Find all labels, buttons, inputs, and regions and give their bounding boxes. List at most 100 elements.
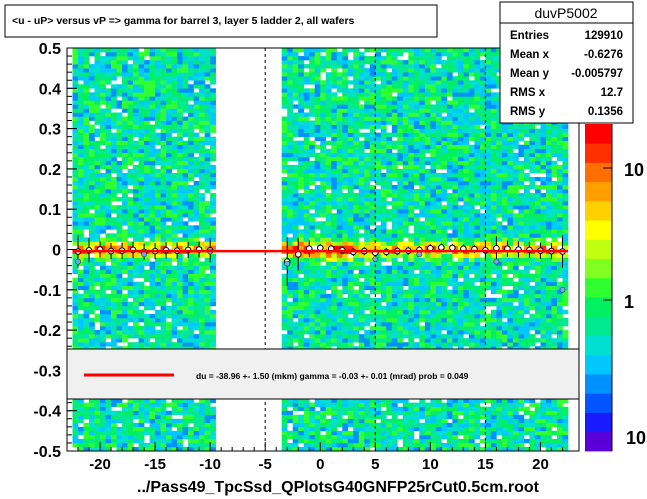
heatmap-cell xyxy=(386,418,393,424)
heatmap-cell xyxy=(155,434,161,440)
heatmap-cell xyxy=(204,116,211,121)
heatmap-cell xyxy=(424,213,431,218)
heatmap-cell xyxy=(375,245,382,250)
heatmap-cell xyxy=(155,330,161,335)
heatmap-cell xyxy=(292,237,299,242)
heatmap-cell xyxy=(386,209,393,214)
heatmap-cell xyxy=(89,402,95,407)
heatmap-cell xyxy=(325,205,332,210)
heatmap-cell xyxy=(182,104,189,109)
heatmap-cell xyxy=(320,402,327,407)
heatmap-cell xyxy=(166,76,172,81)
heatmap-cell xyxy=(347,213,354,218)
heatmap-cell xyxy=(182,64,189,69)
heatmap-cell xyxy=(413,225,420,230)
heatmap-cell xyxy=(325,48,332,53)
heatmap-cell xyxy=(155,253,161,258)
heatmap-cell xyxy=(210,225,216,230)
heatmap-cell xyxy=(204,229,211,234)
heatmap-cell xyxy=(347,233,354,238)
heatmap-cell xyxy=(314,68,321,73)
heatmap-cell xyxy=(380,136,387,141)
heatmap-cell xyxy=(144,180,150,186)
heatmap-cell xyxy=(116,104,123,109)
heatmap-cell xyxy=(171,245,178,250)
heatmap-cell xyxy=(320,273,327,279)
heatmap-cell xyxy=(314,112,321,117)
heatmap-cell xyxy=(111,64,117,69)
heatmap-cell xyxy=(89,305,95,311)
heatmap-cell xyxy=(342,309,349,315)
heatmap-cell xyxy=(342,229,349,234)
heatmap-cell xyxy=(116,309,123,315)
heatmap-cell xyxy=(72,185,79,190)
heatmap-cell xyxy=(105,120,112,125)
heatmap-cell xyxy=(105,322,112,327)
heatmap-cell xyxy=(292,80,299,85)
heatmap-cell xyxy=(380,313,387,319)
heatmap-cell xyxy=(122,56,128,61)
heatmap-cell xyxy=(177,265,183,270)
heatmap-cell xyxy=(402,213,409,218)
heatmap-cell xyxy=(424,334,431,339)
heatmap-cell xyxy=(419,136,426,141)
heatmap-cell xyxy=(364,322,371,327)
heatmap-cell xyxy=(347,342,354,347)
heatmap-cell xyxy=(281,201,288,206)
heatmap-cell xyxy=(320,297,327,303)
heatmap-cell xyxy=(111,52,117,57)
heatmap-cell xyxy=(430,289,437,295)
heatmap-cell xyxy=(155,168,161,174)
heatmap-cell xyxy=(138,346,145,351)
heatmap-cell xyxy=(281,225,288,230)
heatmap-cell xyxy=(419,326,426,331)
heatmap-cell xyxy=(193,205,200,210)
heatmap-cell xyxy=(199,426,205,432)
heatmap-cell xyxy=(430,120,437,125)
heatmap-cell xyxy=(127,176,134,182)
heatmap-cell xyxy=(353,261,360,266)
heatmap-cell xyxy=(122,334,128,339)
heatmap-cell xyxy=(89,136,95,141)
heatmap-cell xyxy=(210,346,216,351)
heatmap-cell xyxy=(369,201,376,206)
heatmap-cell xyxy=(358,160,365,166)
heatmap-cell xyxy=(419,313,426,319)
heatmap-cell xyxy=(369,342,376,347)
heatmap-cell xyxy=(375,338,382,343)
heatmap-cell xyxy=(105,76,112,81)
heatmap-cell xyxy=(353,293,360,299)
heatmap-cell xyxy=(144,442,150,448)
heatmap-cell xyxy=(342,52,349,57)
heatmap-cell xyxy=(210,164,216,170)
heatmap-cell xyxy=(122,293,128,299)
heatmap-cell xyxy=(298,281,305,287)
heatmap-cell xyxy=(325,318,332,323)
heatmap-cell xyxy=(171,318,178,323)
heatmap-cell xyxy=(309,277,316,283)
heatmap-cell xyxy=(281,414,288,420)
heatmap-cell xyxy=(320,281,327,287)
heatmap-cell xyxy=(347,64,354,69)
heatmap-cell xyxy=(358,80,365,85)
heatmap-cell xyxy=(89,309,95,315)
heatmap-cell xyxy=(380,64,387,69)
heatmap-cell xyxy=(199,104,205,109)
heatmap-cell xyxy=(408,253,415,258)
heatmap-cell xyxy=(298,84,305,89)
heatmap-cell xyxy=(358,84,365,89)
heatmap-cell xyxy=(177,261,183,266)
heatmap-cell xyxy=(94,201,101,206)
heatmap-cell xyxy=(166,201,172,206)
heatmap-cell xyxy=(336,225,343,230)
heatmap-cell xyxy=(133,100,139,105)
heatmap-cell xyxy=(309,124,316,129)
heatmap-cell xyxy=(375,168,382,174)
heatmap-cell xyxy=(408,346,415,351)
heatmap-cell xyxy=(72,128,79,133)
heatmap-cell xyxy=(419,410,426,416)
heatmap-cell xyxy=(358,309,365,315)
heatmap-cell xyxy=(144,100,150,105)
heatmap-cell xyxy=(193,301,200,307)
heatmap-cell xyxy=(325,92,332,97)
